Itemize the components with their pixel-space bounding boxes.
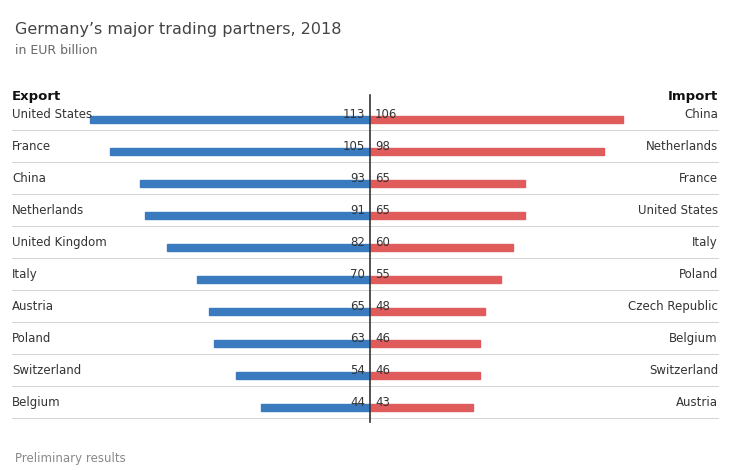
- Text: France: France: [12, 140, 51, 153]
- Text: 48: 48: [375, 300, 390, 313]
- Bar: [214, 340, 370, 347]
- Bar: [370, 180, 526, 188]
- Bar: [370, 372, 480, 379]
- Bar: [370, 149, 604, 156]
- Text: 105: 105: [343, 140, 365, 153]
- Text: 60: 60: [375, 236, 390, 249]
- Text: Belgium: Belgium: [669, 332, 718, 345]
- Text: United States: United States: [12, 108, 92, 121]
- Text: Netherlands: Netherlands: [646, 140, 718, 153]
- Bar: [110, 149, 370, 156]
- Text: Preliminary results: Preliminary results: [15, 452, 126, 465]
- Text: Import: Import: [668, 90, 718, 103]
- Text: 65: 65: [350, 300, 365, 313]
- Bar: [261, 404, 370, 411]
- Text: 43: 43: [375, 396, 390, 409]
- Text: 54: 54: [350, 364, 365, 377]
- Text: Italy: Italy: [692, 236, 718, 249]
- Text: Export: Export: [12, 90, 61, 103]
- Bar: [209, 308, 370, 315]
- Text: Czech Republic: Czech Republic: [628, 300, 718, 313]
- Text: 91: 91: [350, 204, 365, 217]
- Text: Switzerland: Switzerland: [649, 364, 718, 377]
- Text: 70: 70: [350, 268, 365, 281]
- Text: 113: 113: [342, 108, 365, 121]
- Text: 65: 65: [375, 172, 390, 185]
- Text: Austria: Austria: [12, 300, 54, 313]
- Text: 98: 98: [375, 140, 390, 153]
- Text: 44: 44: [350, 396, 365, 409]
- Text: France: France: [679, 172, 718, 185]
- Text: Germany’s major trading partners, 2018: Germany’s major trading partners, 2018: [15, 22, 342, 37]
- Text: Austria: Austria: [676, 396, 718, 409]
- Bar: [370, 212, 526, 219]
- Bar: [370, 276, 502, 283]
- Bar: [237, 372, 370, 379]
- Text: Netherlands: Netherlands: [12, 204, 84, 217]
- Text: 65: 65: [375, 204, 390, 217]
- Text: Belgium: Belgium: [12, 396, 61, 409]
- Text: 46: 46: [375, 364, 390, 377]
- Text: 63: 63: [350, 332, 365, 345]
- Text: United States: United States: [638, 204, 718, 217]
- Text: Poland: Poland: [679, 268, 718, 281]
- Text: 55: 55: [375, 268, 390, 281]
- Text: 106: 106: [375, 108, 397, 121]
- Bar: [139, 180, 370, 188]
- Bar: [90, 117, 370, 123]
- Bar: [196, 276, 370, 283]
- Bar: [370, 340, 480, 347]
- Text: Italy: Italy: [12, 268, 38, 281]
- Text: China: China: [684, 108, 718, 121]
- Bar: [167, 244, 370, 251]
- Bar: [145, 212, 370, 219]
- Text: in EUR billion: in EUR billion: [15, 44, 98, 57]
- Text: United Kingdom: United Kingdom: [12, 236, 107, 249]
- Text: 82: 82: [350, 236, 365, 249]
- Bar: [370, 117, 623, 123]
- Bar: [370, 308, 485, 315]
- Text: Switzerland: Switzerland: [12, 364, 81, 377]
- Text: 46: 46: [375, 332, 390, 345]
- Bar: [370, 244, 513, 251]
- Text: China: China: [12, 172, 46, 185]
- Text: 93: 93: [350, 172, 365, 185]
- Bar: [370, 404, 473, 411]
- Text: Poland: Poland: [12, 332, 51, 345]
